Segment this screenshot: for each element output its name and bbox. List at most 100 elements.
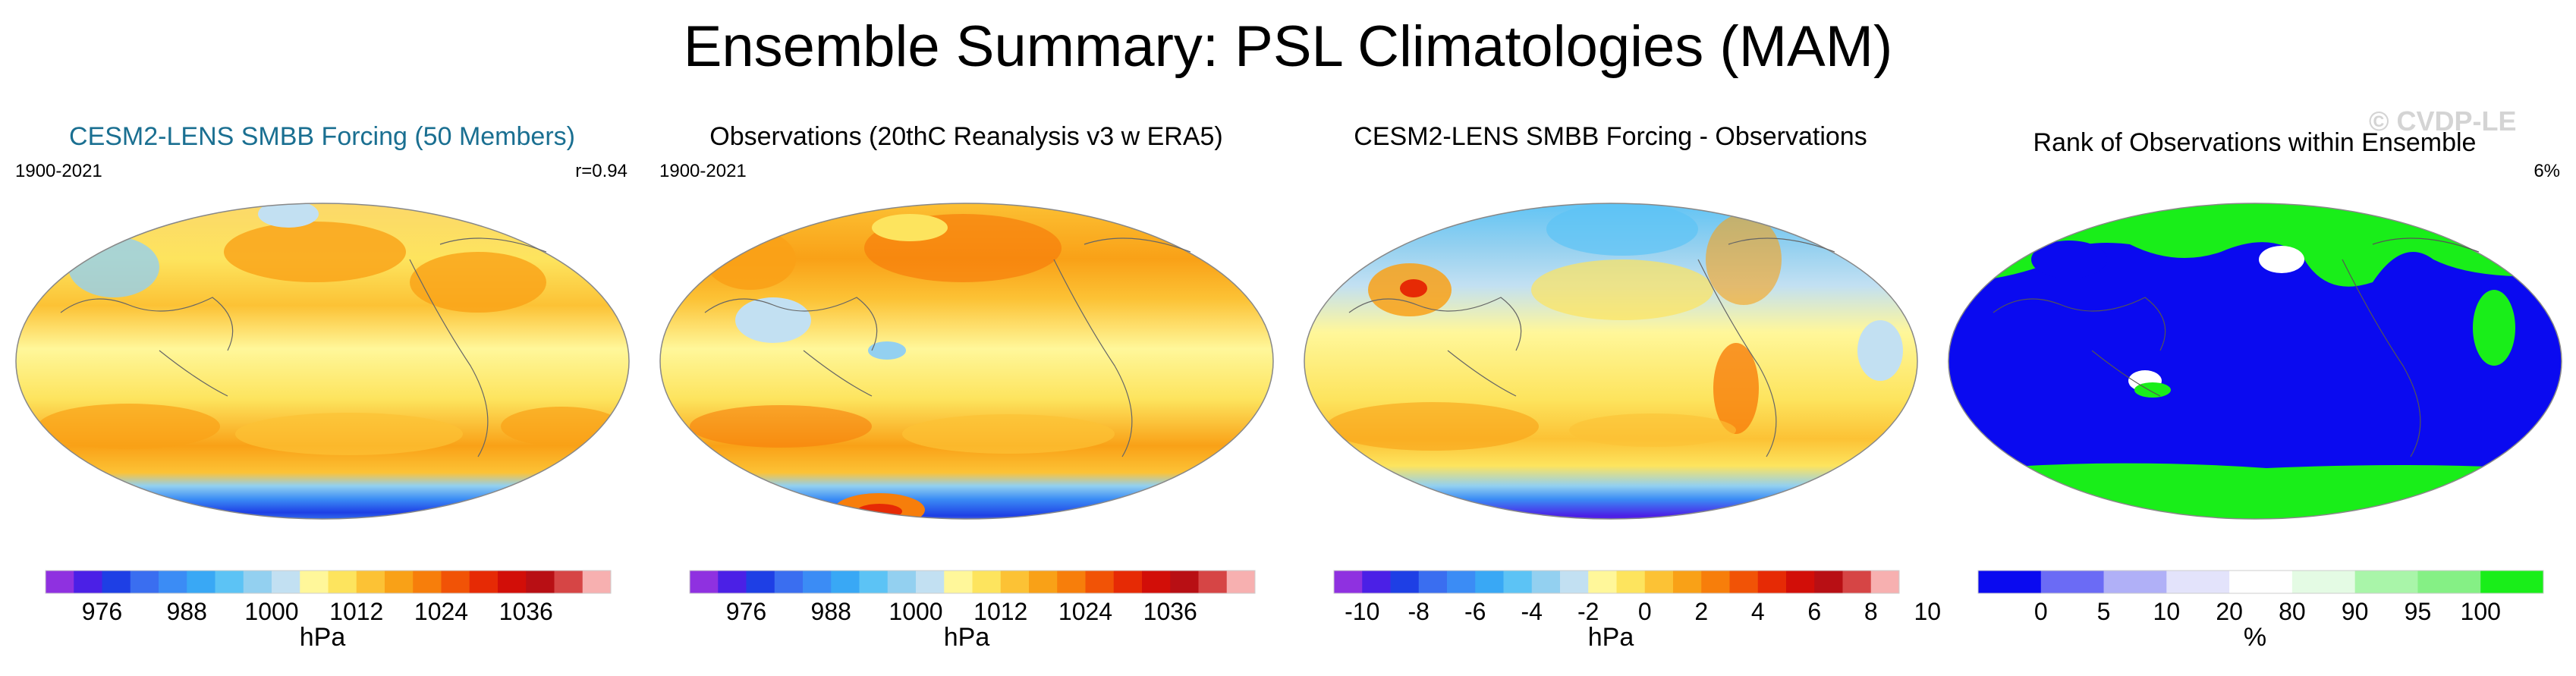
psl-map-difference [1304, 203, 1918, 520]
colorbar-tick-label: 1036 [499, 598, 553, 625]
colorbar-swatch [1588, 571, 1617, 593]
colorbar-swatch [746, 571, 775, 593]
colorbar-swatch [582, 571, 612, 593]
colorbar-swatch [1475, 571, 1504, 593]
colorbar-swatch [1029, 571, 1058, 593]
colorbar-swatch [328, 571, 357, 593]
psl-map-model [15, 203, 630, 520]
colorbar-swatch [46, 571, 74, 593]
panel-title: CESM2-LENS SMBB Forcing (50 Members) [69, 122, 575, 151]
colorbar-tick-label: 976 [81, 598, 123, 625]
rank-map [1948, 203, 2562, 520]
colorbar-tick-label: -6 [1464, 598, 1486, 625]
colorbar-swatch [1814, 571, 1843, 593]
colorbar-swatch [2417, 571, 2481, 593]
colorbar-swatch [1000, 571, 1030, 593]
colorbar-tick-label: 976 [725, 598, 767, 625]
figure-title: Ensemble Summary: PSL Climatologies (MAM… [683, 14, 1893, 79]
colorbar-swatch [2291, 571, 2356, 593]
colorbar-swatch [1085, 571, 1115, 593]
panel-rank: Rank of Observations within Ensemble 6% … [1933, 0, 2576, 676]
colorbar-swatch [526, 571, 555, 593]
colorbar-tick-label: 8 [1864, 598, 1878, 625]
colorbar-units: hPa [1587, 623, 1634, 652]
colorbar-tick-label: -8 [1408, 598, 1430, 625]
colorbar-tick-label: 90 [2341, 598, 2369, 625]
colorbar-swatch [1334, 571, 1363, 593]
colorbar-outline [45, 570, 612, 594]
colorbar-tick-label: -2 [1577, 598, 1599, 625]
colorbar-swatch [1418, 571, 1448, 593]
colorbar-tick-label: 1012 [329, 598, 384, 625]
colorbar-outline [1333, 570, 1900, 594]
colorbar-swatch [300, 571, 329, 593]
colorbar-swatch [1226, 571, 1256, 593]
colorbar-swatch [1616, 571, 1646, 593]
colorbar-swatch [74, 571, 102, 593]
colorbar-swatch [1142, 571, 1171, 593]
colorbar-swatch [690, 571, 719, 593]
colorbar-swatch [215, 571, 244, 593]
colorbar-tick-label: 1012 [973, 598, 1028, 625]
colorbar-tick-label: 2 [1694, 598, 1709, 625]
colorbar-tick-label: 988 [810, 598, 851, 625]
colorbar-swatch [2480, 571, 2544, 593]
colorbar-swatch [356, 571, 385, 593]
colorbar-tick-label: 1000 [889, 598, 943, 625]
colorbar-swatch [385, 571, 414, 593]
colorbar-swatch [2229, 571, 2293, 593]
colorbar-swatch [944, 571, 973, 593]
colorbar-tick-label: -4 [1521, 598, 1543, 625]
colorbar-swatch [1729, 571, 1759, 593]
pattern-correlation: r=0.94 [575, 161, 627, 181]
panel-title: CESM2-LENS SMBB Forcing - Observations [1354, 122, 1867, 151]
colorbar-tick-label: 1000 [244, 598, 299, 625]
colorbar-swatch [243, 571, 272, 593]
colorbar-swatch [2166, 571, 2230, 593]
colorbar-model [45, 570, 612, 594]
colorbar-swatch [1786, 571, 1815, 593]
colorbar-tick-label: 95 [2404, 598, 2432, 625]
colorbar-swatch [1560, 571, 1589, 593]
colorbar-units: hPa [299, 623, 346, 652]
colorbar-swatch [774, 571, 804, 593]
colorbar-swatch [831, 571, 860, 593]
panel-observations: Observations (20thC Reanalysis v3 w ERA5… [644, 0, 1288, 676]
colorbar-swatch [187, 571, 215, 593]
colorbar-outline [1977, 570, 2544, 594]
colorbar-observations [689, 570, 1256, 594]
colorbar-swatch [554, 571, 583, 593]
colorbar-tick-label: 0 [1637, 598, 1652, 625]
colorbar-swatch [1531, 571, 1561, 593]
colorbar-tick-label: 0 [2033, 598, 2048, 625]
period-label: 1900-2021 [15, 161, 102, 181]
colorbar-swatch [1057, 571, 1086, 593]
rank-percent: 6% [2534, 161, 2560, 181]
colorbar-difference [1333, 570, 1900, 594]
colorbar-tick-label: 988 [166, 598, 207, 625]
colorbar-swatch [1503, 571, 1533, 593]
colorbar-swatch [1113, 571, 1143, 593]
colorbar-tick-label: 1024 [1058, 598, 1113, 625]
colorbar-swatch [1390, 571, 1420, 593]
colorbar-tick-label: 5 [2096, 598, 2111, 625]
colorbar-swatch [2040, 571, 2105, 593]
colorbar-swatch [887, 571, 917, 593]
colorbar-tick-label: 6 [1807, 598, 1822, 625]
colorbar-swatch [859, 571, 889, 593]
colorbar-units: % [2243, 623, 2267, 652]
colorbar-tick-label: 4 [1750, 598, 1765, 625]
panel-title: Rank of Observations within Ensemble [2033, 128, 2477, 157]
psl-map-observations [659, 203, 1274, 520]
colorbar-swatch [441, 571, 470, 593]
colorbar-swatch [1198, 571, 1228, 593]
colorbar-units: hPa [943, 623, 990, 652]
colorbar-swatch [1170, 571, 1199, 593]
colorbar-tick-label: 1024 [414, 598, 469, 625]
period-label: 1900-2021 [659, 161, 747, 181]
colorbar-swatch [803, 571, 832, 593]
colorbar-swatch [718, 571, 747, 593]
colorbar-swatch [916, 571, 945, 593]
colorbar-swatch [413, 571, 442, 593]
panel-model: CESM2-LENS SMBB Forcing (50 Members) 190… [0, 0, 644, 676]
